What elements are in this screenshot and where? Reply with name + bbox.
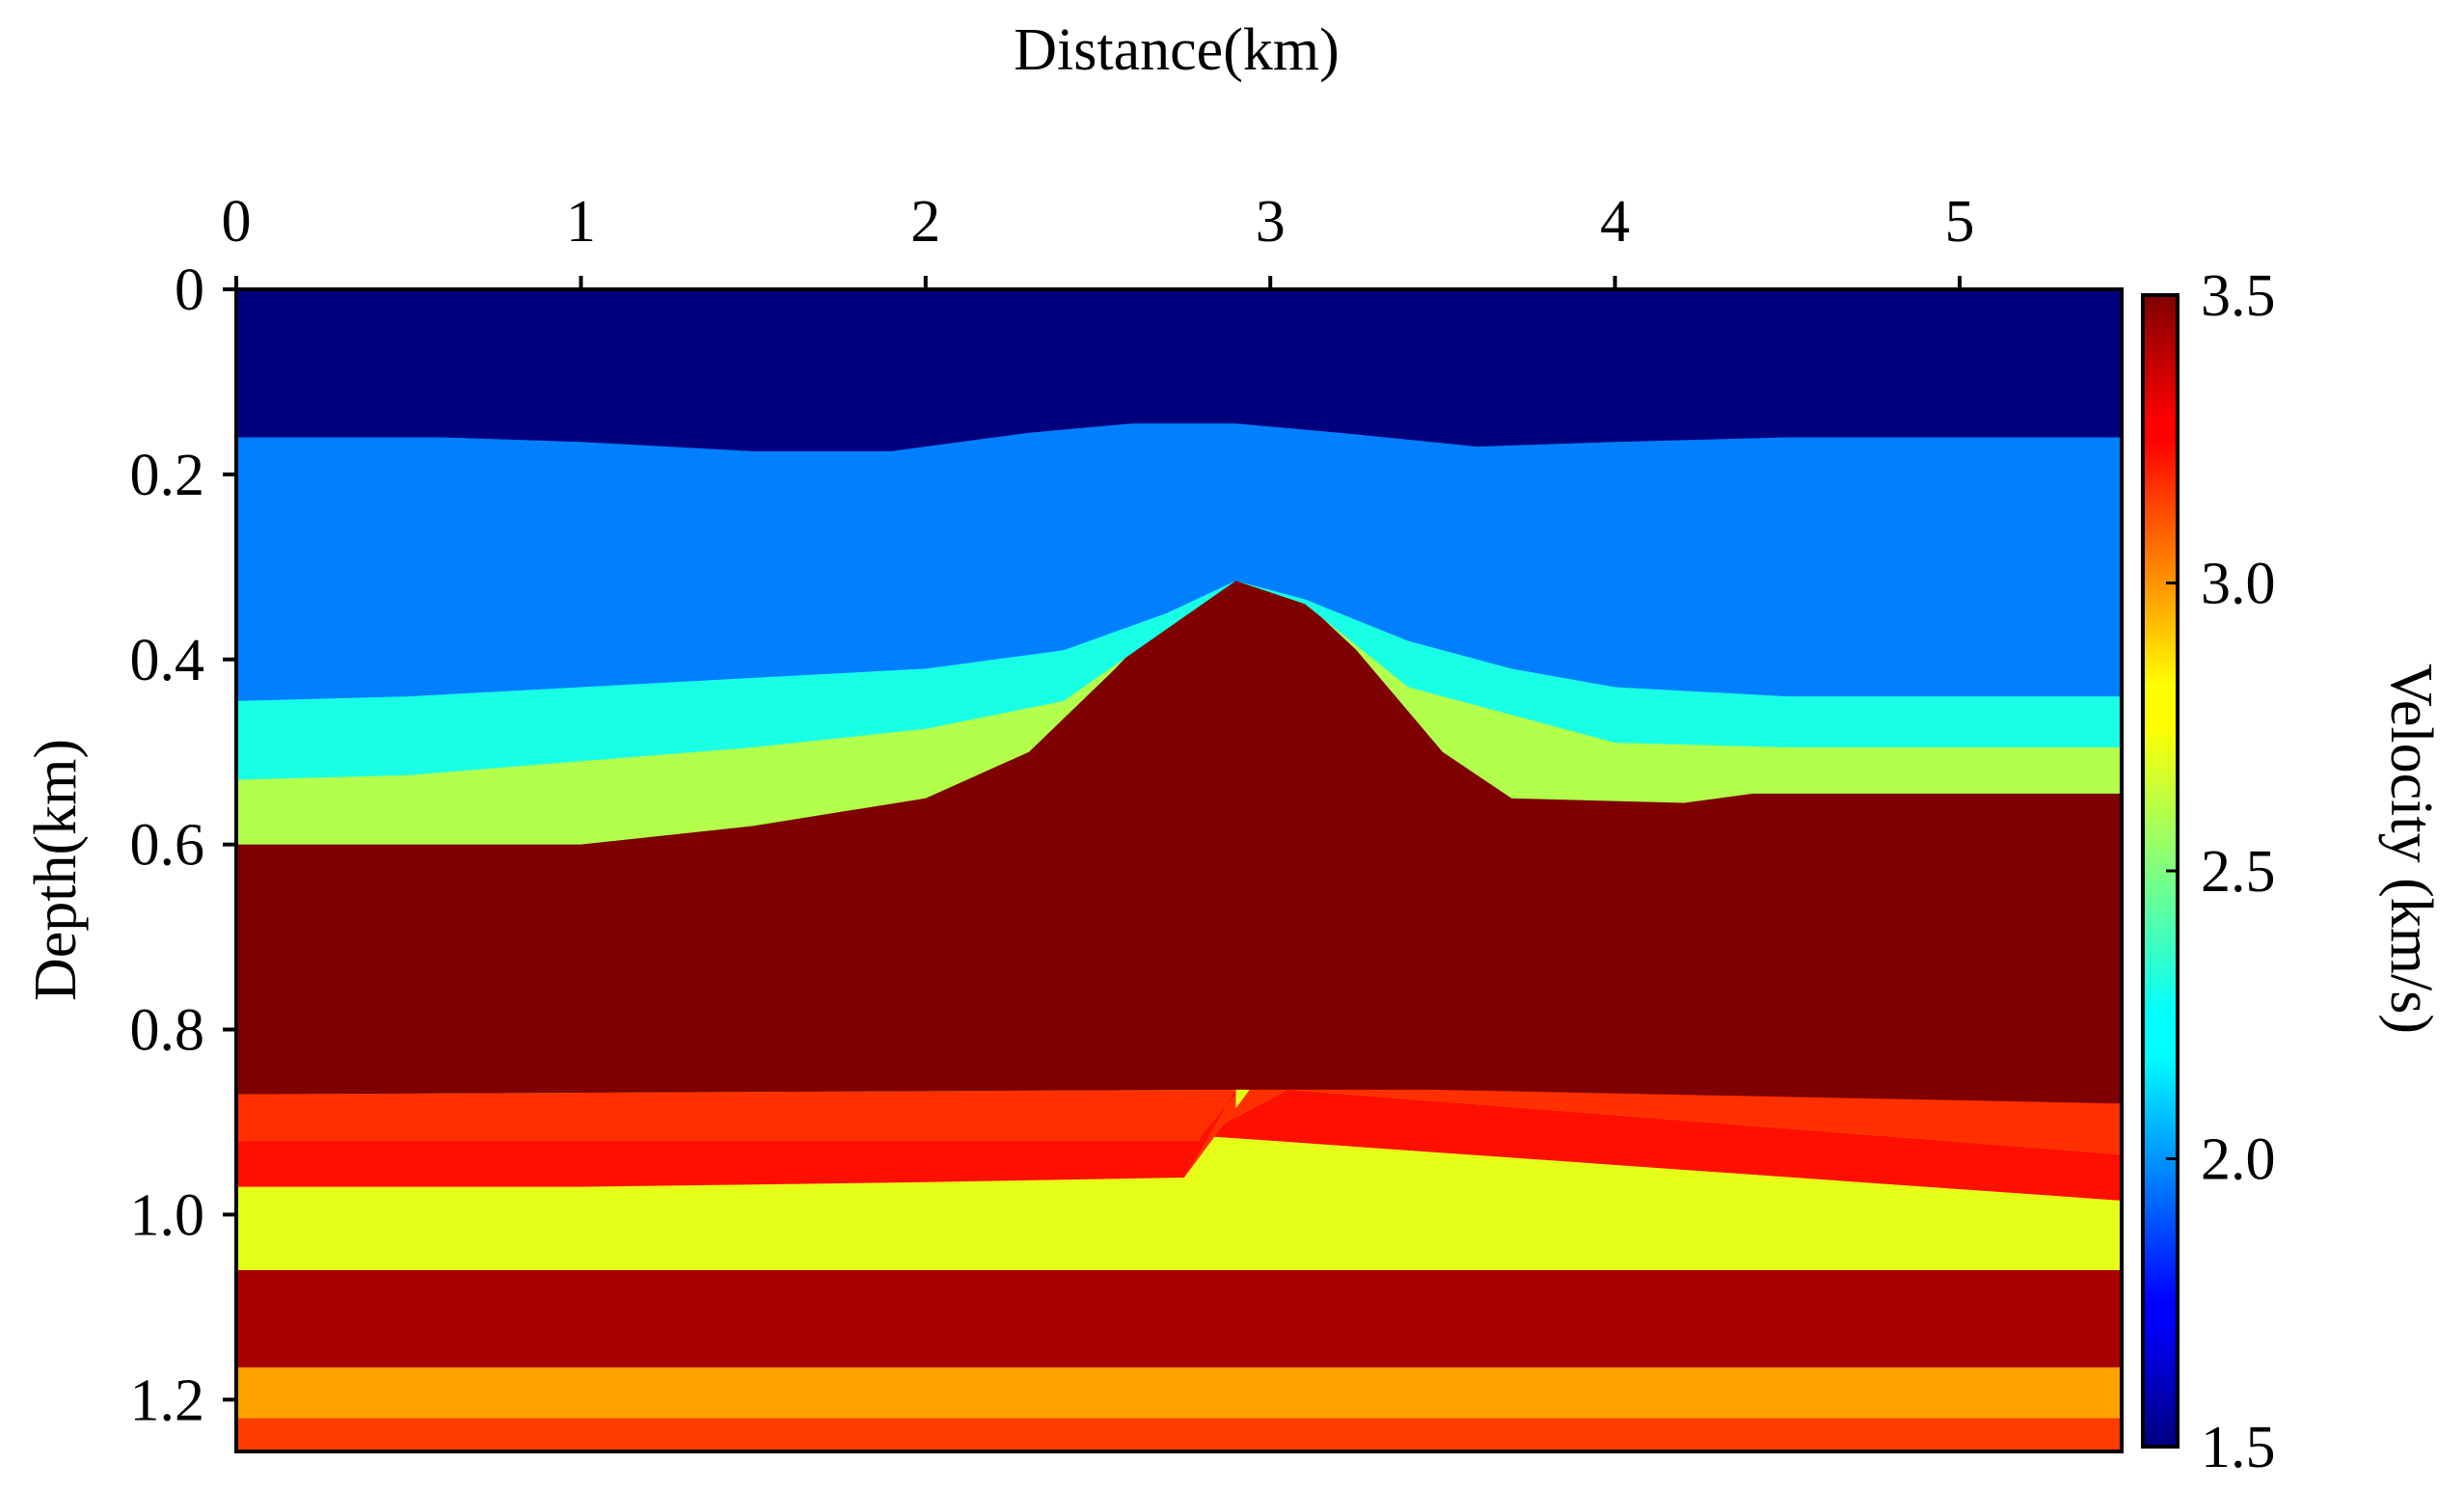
layer-yellow-fault-wedge — [1183, 1135, 2122, 1270]
y-tick-label: 0.4 — [130, 628, 205, 693]
colorbar-tick-label: 2.5 — [2201, 839, 2276, 905]
y-axis-label: Depth(km) — [23, 739, 89, 1001]
layer-fault-block-middle-left — [236, 1140, 1236, 1187]
colorbar-tick-label: 1.5 — [2201, 1415, 2276, 1480]
velocity-layers — [236, 289, 2122, 1451]
x-tick-label: 5 — [1945, 189, 1975, 255]
x-axis-label: Distance(km) — [1014, 17, 1339, 83]
colorbar-ticks: 1.5 2.0 2.5 3.0 3.5 — [2166, 263, 2276, 1480]
plot-frame — [234, 287, 2124, 1453]
layer-fault-block-middle-right — [1201, 1089, 2122, 1201]
layer-water — [236, 289, 2122, 451]
colorbar-tick-label: 2.0 — [2201, 1127, 2276, 1193]
x-tick-label: 2 — [910, 189, 940, 255]
y-tick-label: 0.2 — [130, 443, 205, 508]
y-axis-ticks: 0 0.2 0.4 0.6 0.8 1.0 1.2 — [130, 258, 236, 1433]
x-tick-label: 0 — [222, 189, 252, 255]
y-tick-label: 0.6 — [130, 813, 205, 879]
y-tick-label: 0.8 — [130, 998, 205, 1064]
layer-fault-block-upper-left — [236, 1089, 1236, 1141]
y-tick-label: 1.0 — [130, 1182, 205, 1248]
y-tick-label: 0 — [175, 258, 204, 323]
colorbar-tick-label: 3.5 — [2201, 263, 2276, 329]
x-axis-ticks: 0 1 2 3 4 5 — [222, 189, 1975, 289]
colorbar-label: Velocity (km/s) — [2378, 664, 2444, 1034]
colorbar-tick-label: 3.0 — [2201, 552, 2276, 617]
x-tick-label: 4 — [1600, 189, 1630, 255]
y-tick-label: 1.2 — [130, 1368, 205, 1433]
x-tick-label: 1 — [566, 189, 596, 255]
x-tick-label: 3 — [1256, 189, 1286, 255]
fault-zone-lower — [1183, 1089, 1236, 1178]
